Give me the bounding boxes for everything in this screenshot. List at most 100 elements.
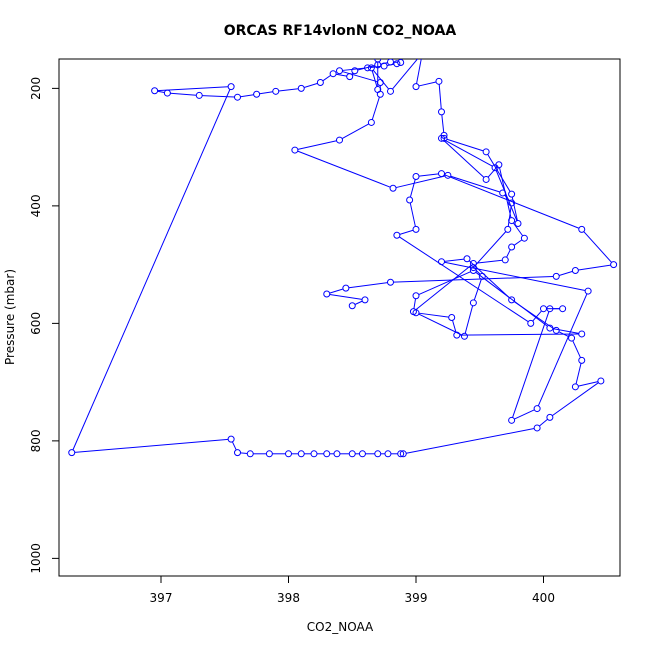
data-point [546,324,554,332]
series-line-segment [415,264,472,311]
series-line-segment [357,65,375,71]
data-point [358,450,366,458]
x-axis: 397 398 399 400 [150,576,555,605]
series-line-segment [578,381,599,387]
data-point [520,234,528,242]
series-line-segment [406,428,535,454]
series-line-segment [231,441,237,451]
data-point [387,87,394,95]
series-line-segment [354,300,363,305]
data-point [508,243,516,251]
data-point [463,255,471,263]
series-line-segment [303,82,318,88]
data-point [384,450,392,458]
series-line-segment [278,88,299,92]
x-axis-label: CO2_NOAA [307,620,374,634]
data-point [412,173,420,180]
data-point [333,450,341,458]
data-point [227,83,235,91]
data-point [397,450,405,458]
data-point [376,79,384,86]
y-tick-label: 600 [29,312,43,335]
series-line-segment [348,282,388,289]
data-point [438,134,445,142]
series-line-segment [444,258,465,262]
series-line-segment [572,340,581,358]
data-point [387,59,394,66]
data-point [412,292,420,300]
data-point [265,450,273,458]
series-line-segment [558,331,570,338]
data-point [397,59,405,67]
data-point [453,331,461,339]
data-point [348,450,356,458]
data-point [285,450,292,458]
series-line-segment [476,259,503,264]
series-line-segment [506,249,511,258]
data-point [68,449,76,457]
data-point [469,299,477,307]
y-axis-label: Pressure (mbar) [3,269,17,365]
data-point [533,405,541,413]
series-line-segment [512,311,550,418]
data-point [438,108,445,116]
data-point [499,189,507,197]
data-point [351,67,359,75]
data-point [533,424,541,432]
series-line-segment [418,271,471,296]
x-tick-label: 397 [150,591,173,605]
series-line-segment [450,175,500,193]
series-line-segment [371,96,380,120]
data-point [482,175,490,183]
y-axis: 200 400 600 800 1000 [29,77,59,574]
data-point [508,199,516,207]
series-line-segment [464,305,474,334]
data-point [578,225,586,233]
series-line-segment [552,328,579,334]
data-point [495,161,503,169]
data-point [291,146,299,154]
series-line-segment [537,293,588,407]
series-line-segment [418,81,437,87]
data-point [552,326,560,334]
series-line-segment [583,231,612,263]
data-point [435,77,443,85]
data-point [348,302,356,310]
series-line-segment [504,194,510,202]
series-line-segment [202,95,235,98]
data-point [568,334,576,342]
series-line-segment [443,139,485,178]
data-point [336,67,343,75]
series-line-segment [575,363,582,385]
data-point [527,319,535,327]
series-line-segment [409,179,416,198]
series-line-segment [507,205,512,227]
data-point [342,284,350,292]
series-line-segment [452,320,457,333]
series-line-segment [513,301,555,330]
series-line-segment [514,409,535,420]
data-point [316,79,324,86]
data-point [508,190,516,198]
series-line-segment [487,166,498,178]
series-line-segment [409,202,416,227]
series-line-segment [157,90,165,94]
data-point [336,136,343,144]
series-line-segment [459,333,579,336]
x-tick-label: 400 [532,591,555,605]
series-layer [68,59,618,458]
series-line-segment [170,92,197,96]
data-point [546,413,554,421]
series-line-segment [72,89,231,451]
series-line-segment [441,114,445,133]
series-line-segment [240,94,254,98]
data-point [448,314,456,321]
series-line-segment [418,313,462,336]
data-point [364,64,372,72]
data-point [323,290,331,298]
series-line-segment [444,174,580,229]
series-line-segment [473,279,482,301]
data-point [376,90,384,98]
x-tick-label: 398 [277,591,300,605]
data-point [438,170,445,178]
